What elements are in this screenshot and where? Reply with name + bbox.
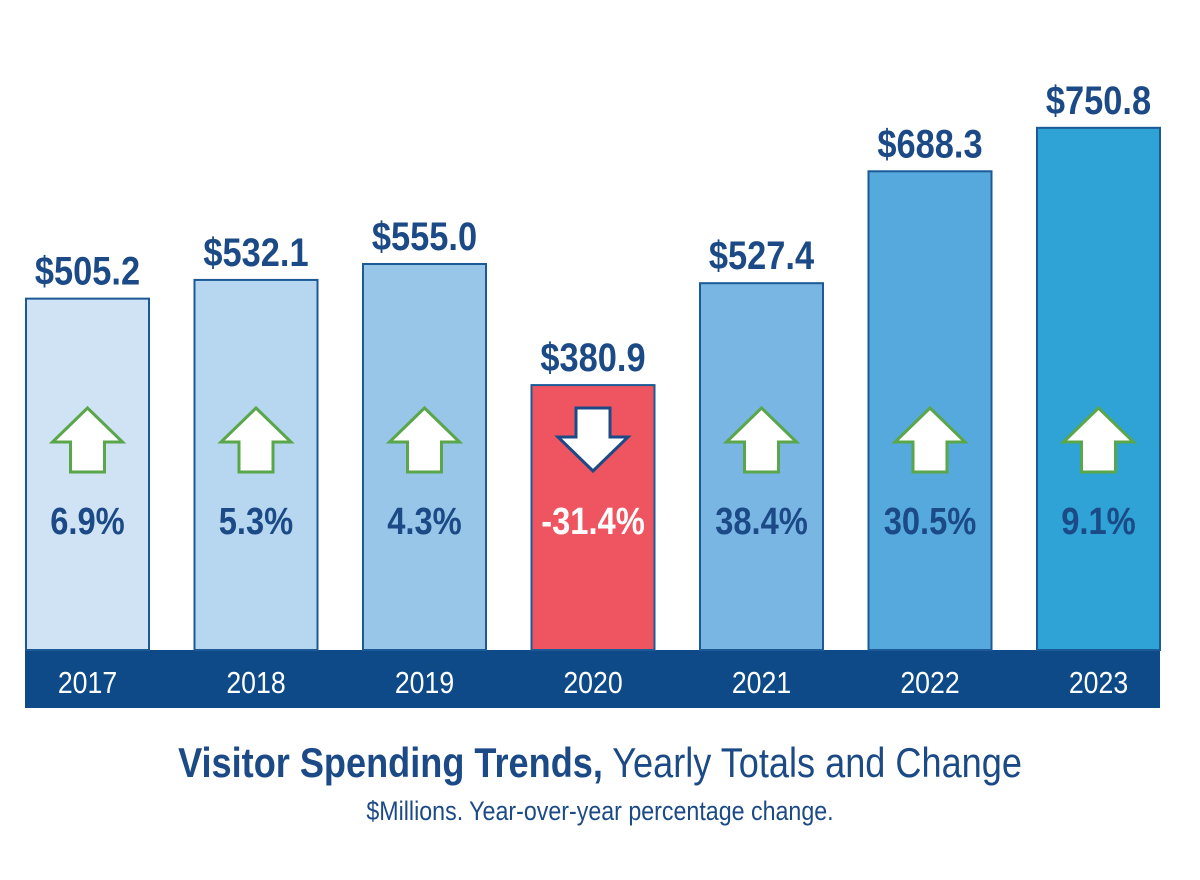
change-label-2017: 6.9% [50, 500, 124, 543]
change-label-2019: 4.3% [387, 500, 461, 543]
value-label-2020: $380.9 [540, 335, 645, 380]
year-label-2017: 2017 [58, 666, 117, 700]
up-arrow-icon [891, 405, 969, 474]
up-arrow-icon [1059, 405, 1138, 474]
change-label-2020: -31.4% [541, 500, 644, 543]
change-label-2018: 5.3% [219, 500, 293, 543]
year-label-2021: 2021 [732, 666, 791, 700]
chart-title-bold: Visitor Spending Trends, [178, 739, 603, 786]
chart-title: Visitor Spending Trends, Yearly Totals a… [84, 738, 1116, 788]
year-label-2022: 2022 [900, 666, 959, 700]
bar-2017 [25, 297, 150, 651]
value-label-2023: $750.8 [1046, 77, 1151, 122]
down-arrow-icon [554, 406, 632, 474]
change-label-2022: 30.5% [884, 500, 977, 543]
up-arrow-icon [385, 405, 464, 474]
value-label-2017: $505.2 [35, 248, 140, 293]
up-arrow-icon [48, 405, 127, 474]
value-label-2019: $555.0 [372, 214, 477, 259]
value-label-2021: $527.4 [709, 233, 814, 278]
value-label-2018: $532.1 [203, 229, 308, 274]
change-label-2021: 38.4% [715, 500, 808, 543]
year-label-2018: 2018 [226, 666, 285, 700]
bar-2023 [1036, 126, 1161, 651]
up-arrow-icon [722, 405, 801, 474]
value-label-2022: $688.3 [877, 121, 982, 166]
x-axis-band [25, 650, 1160, 708]
chart-title-rest: Yearly Totals and Change [602, 739, 1022, 786]
year-label-2019: 2019 [395, 666, 454, 700]
year-label-2023: 2023 [1069, 666, 1128, 700]
chart-subtitle: $Millions. Year-over-year percentage cha… [366, 796, 834, 826]
change-label-2023: 9.1% [1061, 500, 1135, 543]
bar-chart: $505.2 6.9% 2017 $532.1 5.3% 2018 $555.0 4.3% 20… [25, 77, 1161, 708]
up-arrow-icon [217, 405, 295, 474]
year-label-2020: 2020 [563, 666, 622, 700]
